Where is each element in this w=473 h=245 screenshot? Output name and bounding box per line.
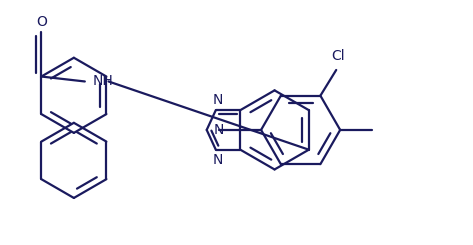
Text: NH: NH xyxy=(93,74,114,88)
Text: N: N xyxy=(212,93,223,107)
Text: N: N xyxy=(213,123,224,137)
Text: Cl: Cl xyxy=(332,49,345,63)
Text: N: N xyxy=(212,153,223,167)
Text: O: O xyxy=(36,15,47,29)
